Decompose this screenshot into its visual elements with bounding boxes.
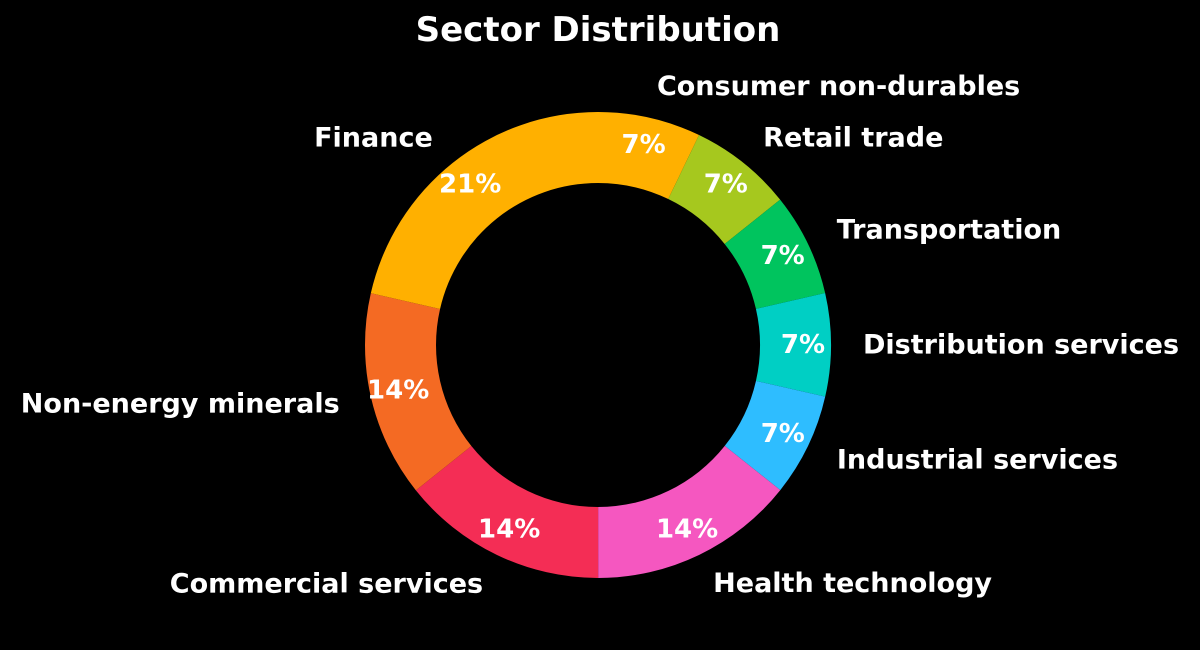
category-label-transportation: Transportation <box>837 214 1062 245</box>
value-label-commercial-services: 14% <box>478 515 540 545</box>
category-label-retail-trade: Retail trade <box>763 122 943 153</box>
slice-distribution-services <box>755 293 831 397</box>
category-label-health-technology: Health technology <box>713 568 992 599</box>
value-label-retail-trade: 7% <box>704 170 748 200</box>
category-label-non-energy-minerals: Non-energy minerals <box>21 389 340 420</box>
value-label-finance: 21% <box>439 170 501 200</box>
category-label-industrial-services: Industrial services <box>837 444 1118 475</box>
value-label-distribution-services: 7% <box>781 330 825 360</box>
value-label-consumer-non-durables: 7% <box>622 130 666 160</box>
slice-commercial-services <box>415 446 599 578</box>
slice-industrial-services <box>724 380 826 491</box>
value-label-health-technology: 14% <box>656 515 718 545</box>
value-label-industrial-services: 7% <box>761 419 805 449</box>
slice-non-energy-minerals <box>364 293 472 491</box>
slice-consumer-non-durables <box>598 112 700 200</box>
slice-retail-trade <box>668 135 781 244</box>
slice-finance <box>370 112 598 309</box>
category-label-distribution-services: Distribution services <box>863 329 1179 360</box>
category-label-consumer-non-durables: Consumer non-durables <box>657 71 1020 102</box>
value-label-non-energy-minerals: 14% <box>367 376 429 406</box>
category-label-commercial-services: Commercial services <box>170 568 483 599</box>
slice-transportation <box>724 199 826 309</box>
chart-title: Sector Distribution <box>415 10 781 50</box>
slice-health-technology <box>598 445 781 578</box>
value-label-transportation: 7% <box>761 241 805 271</box>
category-label-finance: Finance <box>314 122 433 153</box>
